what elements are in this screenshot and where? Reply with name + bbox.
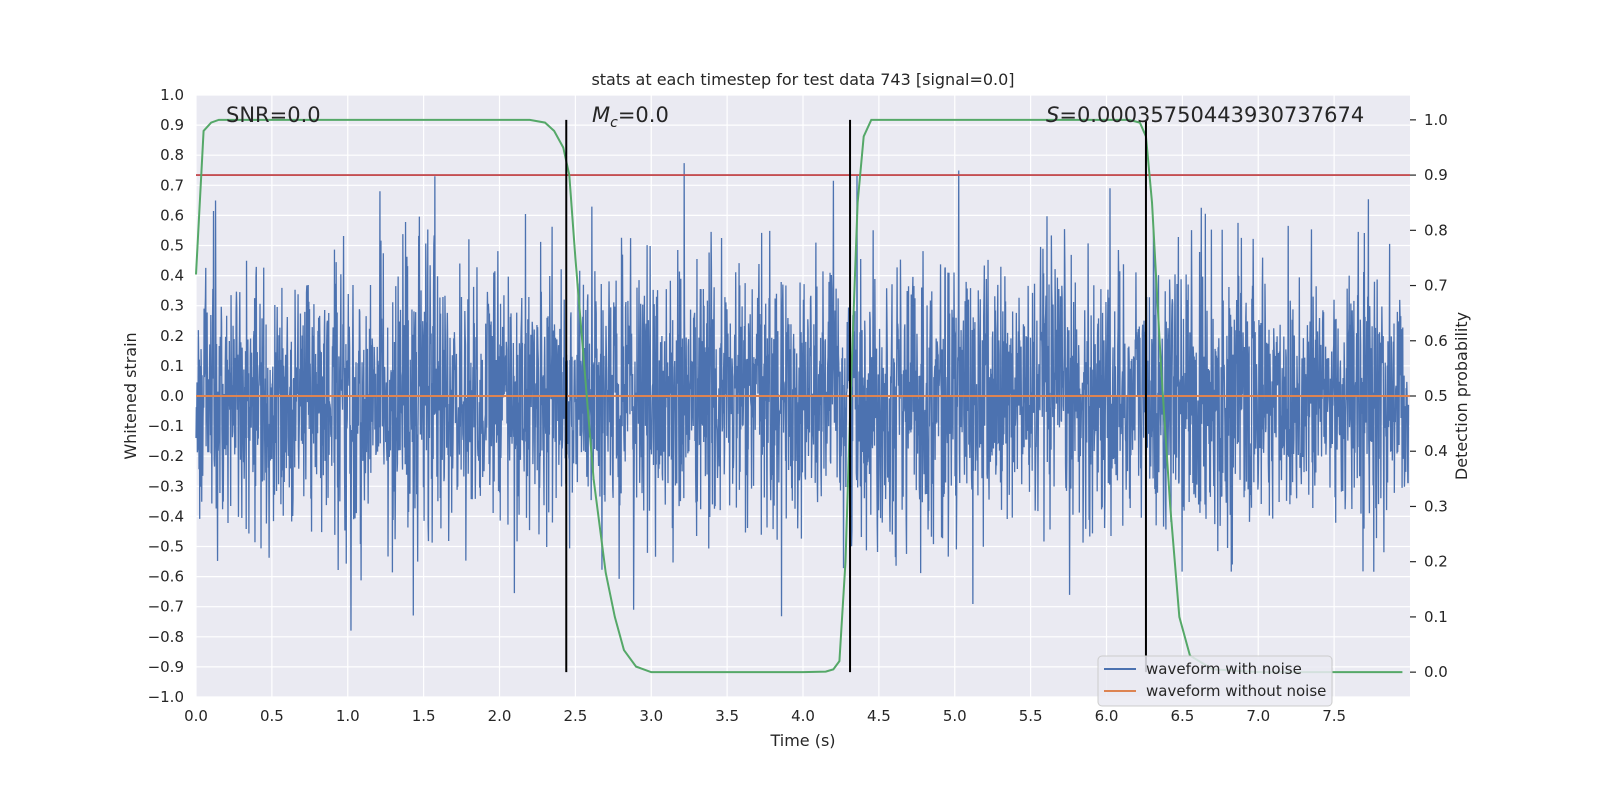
annotation-s-value: =0.00035750443930737674 [1059,103,1364,127]
y-right-tick-label: 0.6 [1424,332,1448,350]
y-tick-label: −0.5 [148,538,184,556]
x-tick-label: 7.5 [1322,707,1346,725]
y-right-tick-label: 0.0 [1424,663,1448,681]
x-tick-label: 1.0 [336,707,360,725]
vertical-markers [565,119,1147,673]
annotation-mc-symbol: M [592,103,610,127]
y-right-tick-label: 0.7 [1424,277,1448,295]
x-tick-label: 0.5 [260,707,284,725]
y-tick-label: 0.5 [160,237,184,255]
y-right-tick-label: 1.0 [1424,111,1448,129]
series-waveform-with-noise [195,163,1410,631]
y-tick-label: −0.1 [148,417,184,435]
x-tick-label: 4.0 [791,707,815,725]
y-axis-label: Whitened strain [121,332,140,459]
y-right-tick-label: 0.1 [1424,608,1448,626]
y-tick-label: 0.7 [160,176,184,194]
y-right-tick-label: 0.9 [1424,166,1448,184]
legend-label-waveform-without-noise: waveform without noise [1146,682,1326,700]
x-tick-label: 5.0 [943,707,967,725]
y-right-tick-label: 0.5 [1424,387,1448,405]
y-tick-label: 0.2 [160,327,184,345]
y-tick-label: 1.0 [160,86,184,104]
y-tick-label: 0.8 [160,146,184,164]
x-tick-label: 1.5 [412,707,436,725]
y-tick-label: −0.6 [148,568,184,586]
annotation-chirp-mass: Mc=0.0 [592,103,669,131]
x-tick-label: 4.5 [867,707,891,725]
y-right-tick-label: 0.8 [1424,221,1448,239]
annotation-mc-subscript: c [610,115,618,131]
x-tick-label: 2.5 [563,707,587,725]
waveform-with-noise-line [195,163,1410,631]
x-tick-label: 2.0 [488,707,512,725]
annotation-s-symbol: S [1046,103,1059,127]
y-right-tick-label: 0.4 [1424,442,1448,460]
x-tick-label: 0.0 [184,707,208,725]
axis-ticks: 0.0 0.5 1.0 1.5 2.0 2.5 3.0 3.5 4.0 4.5 5.0 5.5 6.0 6… [148,86,1448,725]
y-tick-label: 0.9 [160,116,184,134]
y-tick-label: −1.0 [148,688,184,706]
y-right-tick-label: 0.2 [1424,553,1448,571]
x-tick-label: 7.0 [1246,707,1270,725]
y-tick-label: −0.3 [148,477,184,495]
x-axis-label: Time (s) [769,731,835,750]
annotation-mc-value: =0.0 [618,103,669,127]
x-tick-label: 6.5 [1170,707,1194,725]
y-tick-label: −0.9 [148,658,184,676]
x-tick-label: 3.5 [715,707,739,725]
chart-title: stats at each timestep for test data 743… [591,70,1014,89]
x-tick-label: 6.0 [1095,707,1119,725]
y-tick-label: 0.6 [160,206,184,224]
y-tick-label: 0.1 [160,357,184,375]
y-right-tick-label: 0.3 [1424,497,1448,515]
y-tick-label: 0.3 [160,297,184,315]
y-tick-label: −0.2 [148,447,184,465]
y-tick-label: −0.8 [148,628,184,646]
legend-box [1097,655,1333,707]
y-tick-label: −0.4 [148,507,184,525]
annotation-s: S=0.00035750443930737674 [1046,103,1364,127]
y-tick-label: −0.7 [148,598,184,616]
series-lines [195,118,1410,674]
y-tick-label: 0.4 [160,267,184,285]
annotation-snr: SNR=0.0 [226,103,321,127]
y-axis-right-label: Detection probability [1452,312,1471,480]
legend-label-waveform-with-noise: waveform with noise [1146,660,1302,678]
x-tick-label: 5.5 [1019,707,1043,725]
legend: waveform with noise waveform without noi… [1097,655,1333,707]
detection-probability-line [195,118,1403,674]
y-tick-label: 0.0 [160,387,184,405]
x-tick-label: 3.0 [639,707,663,725]
